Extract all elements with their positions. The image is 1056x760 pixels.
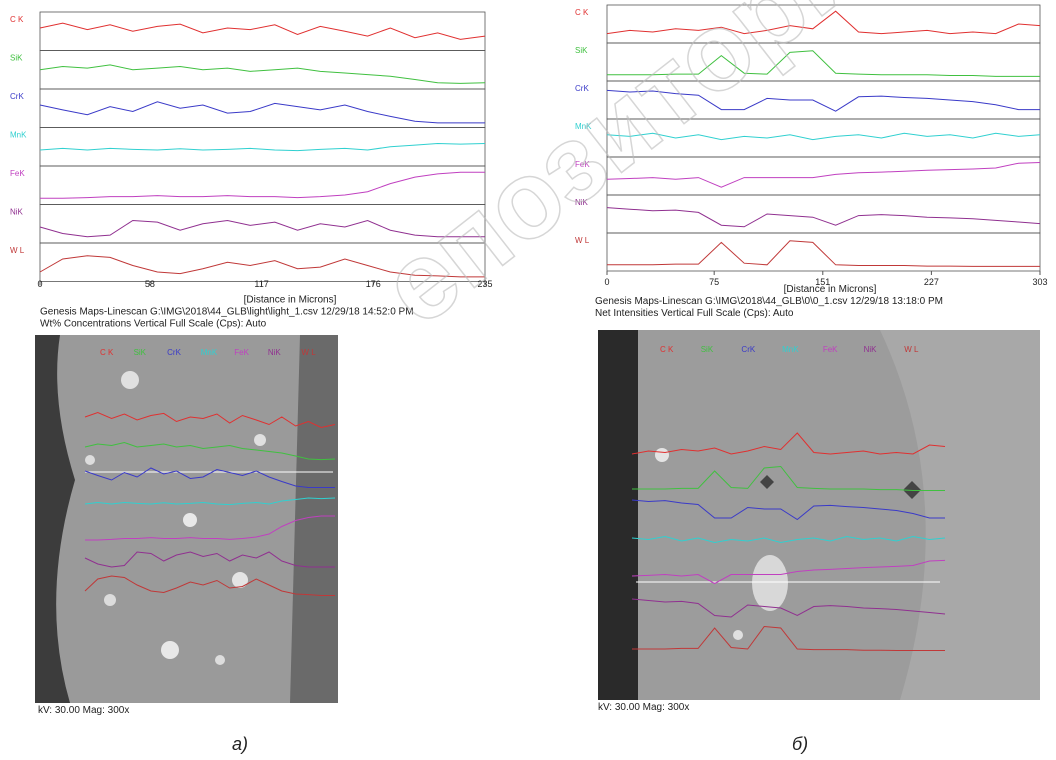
lane-frame <box>39 127 486 167</box>
linescan-trace <box>607 240 1040 267</box>
x-tick-label: 176 <box>366 279 381 289</box>
linescan-trace <box>40 171 485 199</box>
image-channel-label: NiK <box>864 345 878 354</box>
x-tick-label: 58 <box>145 279 155 289</box>
channel-label: MnK <box>575 122 592 131</box>
linescan-trace <box>606 162 1041 188</box>
sem-image-a <box>35 335 338 703</box>
image-caption: kV: 30.00 Mag: 300x <box>598 702 689 713</box>
lane-frame <box>39 11 486 51</box>
image-overlay-trace <box>84 441 336 461</box>
linescan-trace <box>606 207 1041 228</box>
axis-label: [Distance in Microns] <box>784 284 877 295</box>
channel-label: NiK <box>575 198 589 207</box>
image-overlay-trace <box>84 467 335 488</box>
file-line: Genesis Maps-Linescan G:\IMG\2018\44_GLB… <box>595 296 943 307</box>
image-channel-label: CrK <box>741 345 755 354</box>
channel-label: W L <box>575 236 590 245</box>
image-caption: kV: 30.00 Mag: 300x <box>38 705 129 716</box>
image-overlay-trace <box>631 559 946 585</box>
image-channel-label: MnK <box>201 348 218 357</box>
image-overlay-trace <box>631 499 945 521</box>
image-overlay-trace <box>84 575 335 596</box>
lane-frame <box>39 165 486 205</box>
channel-label: MnK <box>10 131 27 140</box>
channel-label: CrK <box>575 84 589 93</box>
linescan-trace <box>39 101 485 124</box>
linescan-trace <box>606 10 1041 35</box>
image-overlay-trace <box>631 432 946 455</box>
channel-label: C K <box>575 8 589 17</box>
x-tick-label: 75 <box>709 277 719 287</box>
image-channel-label: W L <box>301 348 316 357</box>
image-channel-label: FeK <box>234 348 249 357</box>
subfigure-label: б) <box>792 734 808 754</box>
channel-label: SiK <box>10 54 23 63</box>
channel-label: CrK <box>10 92 24 101</box>
lane-frame <box>606 194 1041 234</box>
image-channel-label: SiK <box>701 345 714 354</box>
image-overlay-trace <box>632 465 945 491</box>
channel-label: C K <box>10 15 24 24</box>
channel-label: FeK <box>575 160 590 169</box>
lane-frame <box>606 232 1041 272</box>
image-channel-label: NiK <box>268 348 282 357</box>
linescan-trace <box>39 22 486 40</box>
x-tick-label: 117 <box>254 279 268 289</box>
linescan-trace <box>39 64 486 84</box>
x-tick-label: 0 <box>604 277 609 287</box>
mode-line: Wt% Concentrations Vertical Full Scale (… <box>40 319 267 330</box>
x-tick-label: 151 <box>815 277 830 287</box>
sem-image-b <box>598 330 1040 700</box>
image-overlay-trace <box>631 598 946 618</box>
file-line: Genesis Maps-Linescan G:\IMG\2018\44_GLB… <box>40 307 414 318</box>
image-overlay-trace <box>631 535 946 544</box>
x-tick-label: 303 <box>1032 277 1047 287</box>
channel-label: W L <box>10 246 25 255</box>
lane-frame <box>39 242 486 282</box>
image-channel-label: C K <box>100 348 114 357</box>
image-channel-label: MnK <box>782 345 799 354</box>
image-overlay-trace <box>84 497 336 506</box>
image-channel-label: C K <box>660 345 674 354</box>
linescan-trace <box>39 219 485 238</box>
lane-frame <box>39 50 486 90</box>
image-channel-label: W L <box>904 345 919 354</box>
axis-label: [Distance in Microns] <box>244 295 337 306</box>
x-tick-label: 227 <box>924 277 939 287</box>
image-overlay-trace <box>84 551 335 568</box>
linescan-trace <box>607 50 1040 77</box>
image-overlay-trace <box>85 515 335 541</box>
subfigure-label: а) <box>232 734 248 754</box>
image-channel-label: SiK <box>134 348 147 357</box>
image-overlay-trace <box>632 625 945 651</box>
linescan-trace <box>606 89 1040 112</box>
linescan-trace <box>39 142 486 152</box>
linescan-trace <box>606 132 1041 141</box>
image-overlay-trace <box>84 411 336 429</box>
channel-label: FeK <box>10 169 25 178</box>
linescan-trace <box>39 255 485 278</box>
channel-label: NiK <box>10 208 24 217</box>
image-channel-label: FeK <box>823 345 838 354</box>
x-tick-label: 0 <box>37 279 42 289</box>
mode-line: Net Intensities Vertical Full Scale (Cps… <box>595 308 794 319</box>
channel-label: SiK <box>575 46 588 55</box>
image-channel-label: CrK <box>167 348 181 357</box>
x-tick-label: 235 <box>477 279 492 289</box>
